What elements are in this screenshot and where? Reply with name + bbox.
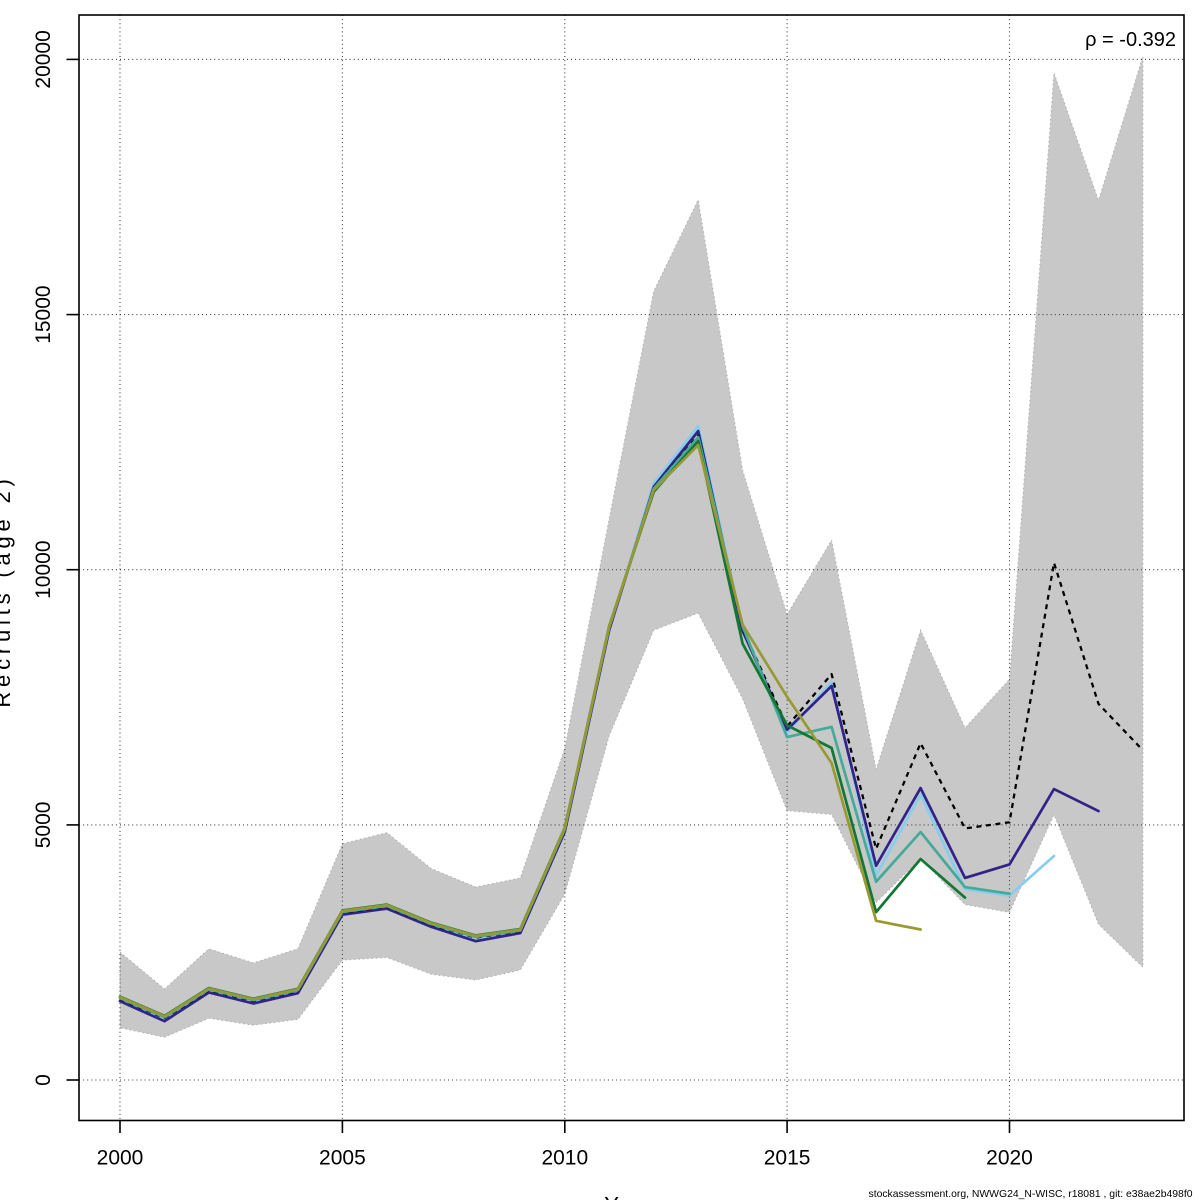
- svg-text:15000: 15000: [32, 285, 55, 343]
- svg-text:10000: 10000: [32, 540, 55, 598]
- svg-text:2005: 2005: [319, 1147, 366, 1170]
- svg-text:2020: 2020: [986, 1147, 1033, 1170]
- svg-text:ρ = -0.392: ρ = -0.392: [1085, 29, 1176, 51]
- svg-text:20000: 20000: [32, 30, 55, 88]
- svg-text:2015: 2015: [764, 1147, 811, 1170]
- svg-text:Year: Year: [604, 1193, 648, 1200]
- svg-text:2000: 2000: [97, 1147, 144, 1170]
- svg-text:Recruits (age 2): Recruits (age 2): [0, 474, 15, 707]
- svg-text:5000: 5000: [32, 802, 55, 849]
- svg-text:0: 0: [32, 1074, 55, 1086]
- svg-text:2010: 2010: [541, 1147, 588, 1170]
- svg-text:stockassessment.org, NWWG24_N-: stockassessment.org, NWWG24_N-WISC, r180…: [869, 1189, 1193, 1200]
